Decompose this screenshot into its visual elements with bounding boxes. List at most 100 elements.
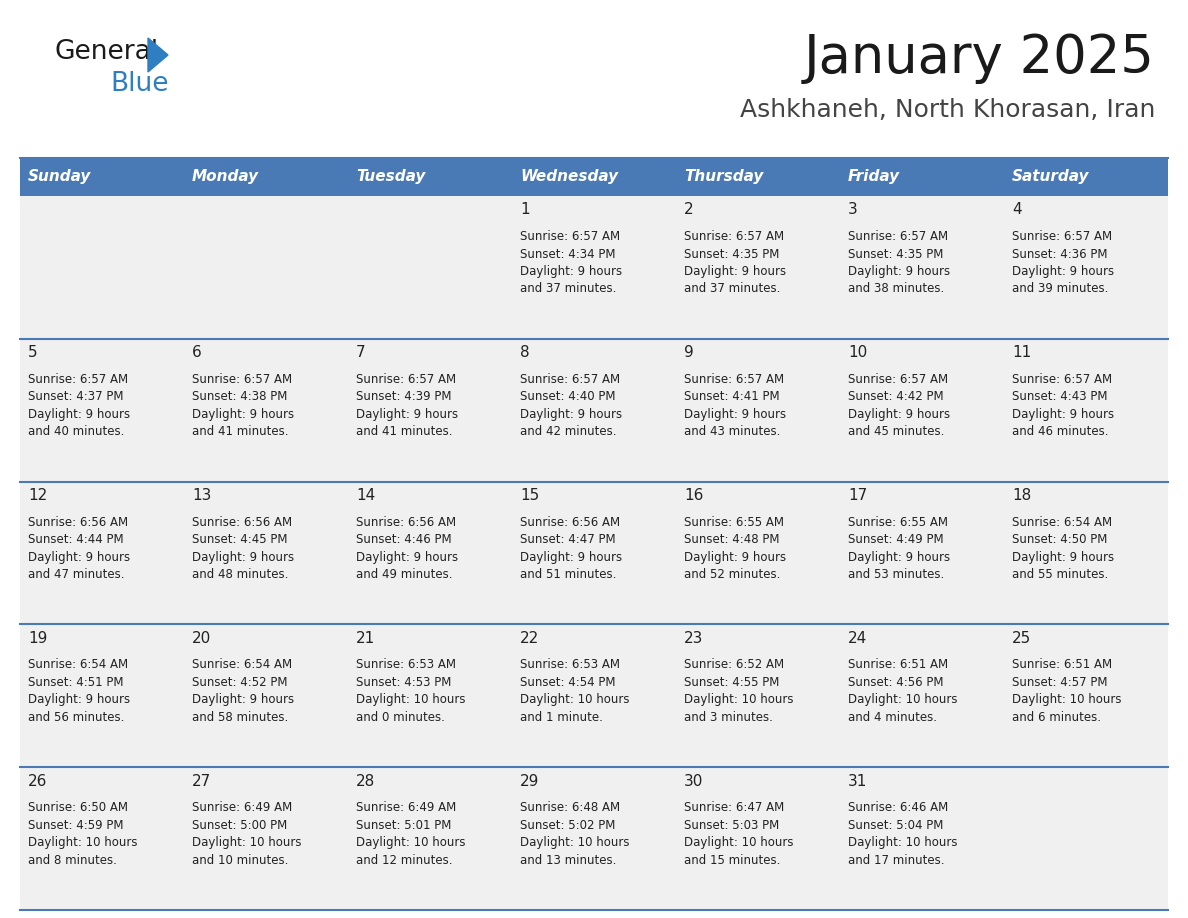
- Text: and 43 minutes.: and 43 minutes.: [684, 425, 781, 438]
- Text: Daylight: 10 hours: Daylight: 10 hours: [684, 693, 794, 706]
- Text: 1: 1: [520, 203, 530, 218]
- Bar: [676, 158, 840, 196]
- Text: Daylight: 10 hours: Daylight: 10 hours: [192, 836, 302, 849]
- Text: Monday: Monday: [192, 170, 259, 185]
- Text: Sunrise: 6:55 AM: Sunrise: 6:55 AM: [684, 516, 784, 529]
- Text: Sunrise: 6:52 AM: Sunrise: 6:52 AM: [684, 658, 784, 671]
- Text: Sunrise: 6:51 AM: Sunrise: 6:51 AM: [1012, 658, 1112, 671]
- Text: Sunset: 4:36 PM: Sunset: 4:36 PM: [1012, 248, 1107, 261]
- Text: Blue: Blue: [110, 71, 169, 97]
- Text: 15: 15: [520, 488, 539, 503]
- Text: Sunrise: 6:54 AM: Sunrise: 6:54 AM: [1012, 516, 1112, 529]
- Text: Daylight: 9 hours: Daylight: 9 hours: [356, 408, 459, 420]
- Bar: [184, 158, 348, 196]
- Text: Sunrise: 6:47 AM: Sunrise: 6:47 AM: [684, 801, 784, 814]
- Text: Daylight: 9 hours: Daylight: 9 hours: [684, 408, 786, 420]
- Text: Daylight: 9 hours: Daylight: 9 hours: [848, 551, 950, 564]
- Text: and 56 minutes.: and 56 minutes.: [29, 711, 125, 724]
- Text: and 6 minutes.: and 6 minutes.: [1012, 711, 1101, 724]
- Bar: [840, 158, 1004, 196]
- Text: Daylight: 9 hours: Daylight: 9 hours: [848, 408, 950, 420]
- Bar: [20, 767, 1168, 910]
- Text: and 17 minutes.: and 17 minutes.: [848, 854, 944, 867]
- Text: Sunset: 4:44 PM: Sunset: 4:44 PM: [29, 533, 124, 546]
- Text: Daylight: 10 hours: Daylight: 10 hours: [520, 693, 630, 706]
- Text: Sunset: 4:56 PM: Sunset: 4:56 PM: [848, 676, 943, 688]
- Text: Daylight: 10 hours: Daylight: 10 hours: [848, 836, 958, 849]
- Text: Daylight: 10 hours: Daylight: 10 hours: [848, 693, 958, 706]
- Text: Sunset: 5:01 PM: Sunset: 5:01 PM: [356, 819, 451, 832]
- Bar: [512, 158, 676, 196]
- Text: Sunset: 4:52 PM: Sunset: 4:52 PM: [192, 676, 287, 688]
- Text: Sunrise: 6:55 AM: Sunrise: 6:55 AM: [848, 516, 948, 529]
- Text: Daylight: 9 hours: Daylight: 9 hours: [192, 408, 295, 420]
- Text: and 49 minutes.: and 49 minutes.: [356, 568, 453, 581]
- Text: Sunset: 5:03 PM: Sunset: 5:03 PM: [684, 819, 779, 832]
- Text: and 39 minutes.: and 39 minutes.: [1012, 283, 1108, 296]
- Text: and 53 minutes.: and 53 minutes.: [848, 568, 944, 581]
- Text: January 2025: January 2025: [804, 32, 1155, 84]
- Text: Sunset: 4:43 PM: Sunset: 4:43 PM: [1012, 390, 1107, 403]
- Text: Tuesday: Tuesday: [356, 170, 425, 185]
- Bar: [1004, 158, 1168, 196]
- Text: Sunrise: 6:57 AM: Sunrise: 6:57 AM: [192, 373, 292, 386]
- Text: 18: 18: [1012, 488, 1031, 503]
- Text: Sunset: 4:38 PM: Sunset: 4:38 PM: [192, 390, 287, 403]
- Text: Sunset: 5:02 PM: Sunset: 5:02 PM: [520, 819, 615, 832]
- Text: Daylight: 9 hours: Daylight: 9 hours: [29, 551, 131, 564]
- Text: 29: 29: [520, 774, 539, 789]
- Text: and 0 minutes.: and 0 minutes.: [356, 711, 444, 724]
- Text: Sunset: 4:59 PM: Sunset: 4:59 PM: [29, 819, 124, 832]
- Text: Daylight: 9 hours: Daylight: 9 hours: [520, 265, 623, 278]
- Text: 20: 20: [192, 631, 211, 646]
- Text: 5: 5: [29, 345, 38, 360]
- Bar: [20, 624, 1168, 767]
- Text: Daylight: 10 hours: Daylight: 10 hours: [1012, 693, 1121, 706]
- Text: Daylight: 9 hours: Daylight: 9 hours: [520, 551, 623, 564]
- Text: Daylight: 9 hours: Daylight: 9 hours: [848, 265, 950, 278]
- Bar: [20, 196, 1168, 339]
- Text: Sunset: 4:53 PM: Sunset: 4:53 PM: [356, 676, 451, 688]
- Text: Sunrise: 6:57 AM: Sunrise: 6:57 AM: [684, 373, 784, 386]
- Text: and 47 minutes.: and 47 minutes.: [29, 568, 125, 581]
- Text: Sunrise: 6:57 AM: Sunrise: 6:57 AM: [848, 373, 948, 386]
- Text: Sunrise: 6:54 AM: Sunrise: 6:54 AM: [192, 658, 292, 671]
- Text: Sunrise: 6:57 AM: Sunrise: 6:57 AM: [1012, 373, 1112, 386]
- Text: Sunset: 4:37 PM: Sunset: 4:37 PM: [29, 390, 124, 403]
- Text: and 42 minutes.: and 42 minutes.: [520, 425, 617, 438]
- Text: 24: 24: [848, 631, 867, 646]
- Text: Sunrise: 6:53 AM: Sunrise: 6:53 AM: [356, 658, 456, 671]
- Text: Sunset: 4:47 PM: Sunset: 4:47 PM: [520, 533, 615, 546]
- Text: Sunrise: 6:50 AM: Sunrise: 6:50 AM: [29, 801, 128, 814]
- Text: Sunset: 4:48 PM: Sunset: 4:48 PM: [684, 533, 779, 546]
- Text: and 37 minutes.: and 37 minutes.: [520, 283, 617, 296]
- Text: 4: 4: [1012, 203, 1022, 218]
- Text: Daylight: 10 hours: Daylight: 10 hours: [684, 836, 794, 849]
- Text: 19: 19: [29, 631, 48, 646]
- Text: Sunrise: 6:57 AM: Sunrise: 6:57 AM: [520, 373, 620, 386]
- Text: Saturday: Saturday: [1012, 170, 1089, 185]
- Text: and 4 minutes.: and 4 minutes.: [848, 711, 937, 724]
- Text: and 38 minutes.: and 38 minutes.: [848, 283, 944, 296]
- Text: Sunrise: 6:53 AM: Sunrise: 6:53 AM: [520, 658, 620, 671]
- Text: Sunrise: 6:56 AM: Sunrise: 6:56 AM: [29, 516, 128, 529]
- Bar: [20, 482, 1168, 624]
- Text: Daylight: 9 hours: Daylight: 9 hours: [29, 693, 131, 706]
- Text: and 41 minutes.: and 41 minutes.: [192, 425, 289, 438]
- Text: and 58 minutes.: and 58 minutes.: [192, 711, 289, 724]
- Text: Daylight: 9 hours: Daylight: 9 hours: [684, 265, 786, 278]
- Text: Daylight: 9 hours: Daylight: 9 hours: [192, 693, 295, 706]
- Text: Sunrise: 6:57 AM: Sunrise: 6:57 AM: [1012, 230, 1112, 243]
- Text: General: General: [55, 39, 159, 65]
- Text: Sunset: 4:55 PM: Sunset: 4:55 PM: [684, 676, 779, 688]
- Text: Sunrise: 6:48 AM: Sunrise: 6:48 AM: [520, 801, 620, 814]
- Text: Thursday: Thursday: [684, 170, 764, 185]
- Text: Sunset: 4:50 PM: Sunset: 4:50 PM: [1012, 533, 1107, 546]
- Text: Sunset: 4:45 PM: Sunset: 4:45 PM: [192, 533, 287, 546]
- Text: 17: 17: [848, 488, 867, 503]
- Text: 14: 14: [356, 488, 375, 503]
- Text: Sunset: 4:41 PM: Sunset: 4:41 PM: [684, 390, 779, 403]
- Text: and 51 minutes.: and 51 minutes.: [520, 568, 617, 581]
- Text: 25: 25: [1012, 631, 1031, 646]
- Text: Sunrise: 6:56 AM: Sunrise: 6:56 AM: [356, 516, 456, 529]
